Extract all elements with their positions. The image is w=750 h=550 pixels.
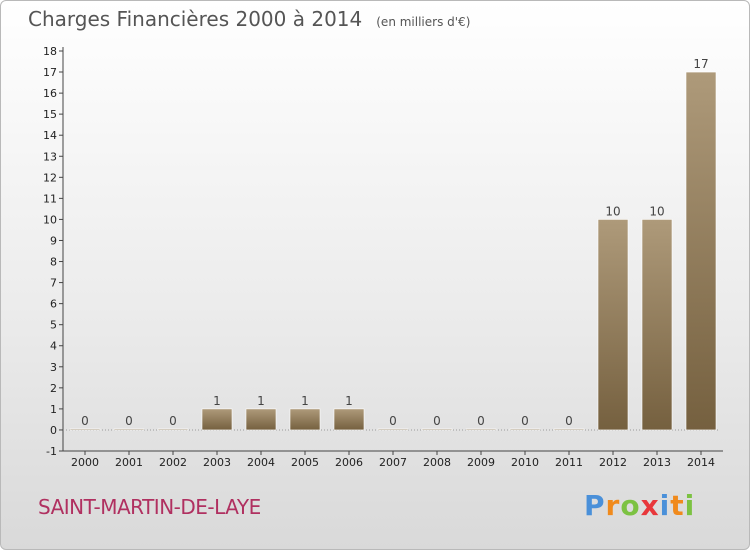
y-tick-label: 4: [50, 340, 57, 353]
bar-2013: [641, 219, 673, 431]
x-axis: 2000 2001 2002 2003 2004 2005 2006 2007 2008 2009…: [63, 429, 723, 469]
bar-2012: [597, 219, 629, 431]
logo-letter: i: [684, 489, 696, 522]
y-tick-label: 15: [43, 108, 57, 121]
data-label-2000: 0: [81, 414, 89, 428]
bar-2008: [421, 428, 453, 431]
data-label-2007: 0: [389, 414, 397, 428]
y-tick-label: 1: [50, 403, 57, 416]
logo-letter: i: [659, 489, 671, 522]
y-tick-label: 8: [50, 256, 57, 269]
bar-2004: [245, 408, 277, 431]
x-tick-label: 2013: [643, 456, 671, 469]
x-tick-label: 2014: [687, 456, 715, 469]
bars: [69, 71, 717, 431]
commune-name: SAINT-MARTIN-DE-LAYE: [38, 495, 261, 519]
y-tick-label: 0: [50, 424, 57, 437]
chart-title: Charges Financières 2000 à 2014 (en milli…: [28, 7, 470, 31]
data-label-2005: 1: [301, 394, 309, 408]
x-tick-label: 2006: [335, 456, 363, 469]
x-tick-label: 2002: [159, 456, 187, 469]
x-tick-label: 2001: [115, 456, 143, 469]
data-label-2012: 10: [605, 204, 620, 218]
data-label-2014: 17: [693, 57, 708, 71]
x-tick-label: 2003: [203, 456, 231, 469]
chart-title-text: Charges Financières 2000 à 2014: [28, 7, 363, 31]
bar-2011: [553, 428, 585, 431]
y-tick-label: 10: [43, 213, 57, 226]
bar-2010: [509, 428, 541, 431]
y-tick-label: 14: [43, 129, 57, 142]
data-label-2011: 0: [565, 414, 573, 428]
data-label-2013: 10: [649, 204, 664, 218]
logo-letter: o: [620, 489, 641, 522]
data-label-2001: 0: [125, 414, 133, 428]
bar-2001: [113, 428, 145, 431]
data-label-2002: 0: [169, 414, 177, 428]
bar-2014: [685, 71, 717, 431]
logo-letter: t: [670, 489, 685, 522]
y-tick-label: 5: [50, 319, 57, 332]
x-tick-label: 2004: [247, 456, 275, 469]
bar-2002: [157, 428, 189, 431]
y-tick-label: 2: [50, 382, 57, 395]
y-tick-label: 3: [50, 361, 57, 374]
proxiti-logo: Proxiti: [584, 489, 695, 522]
data-label-2008: 0: [433, 414, 441, 428]
y-tick-label: 6: [50, 298, 57, 311]
y-tick-label: 7: [50, 277, 57, 290]
y-tick-label: 13: [43, 150, 57, 163]
data-label-2003: 1: [213, 394, 221, 408]
bar-2000: [69, 428, 101, 431]
bar-2007: [377, 428, 409, 431]
x-tick-label: 2009: [467, 456, 495, 469]
y-tick-label: 17: [43, 66, 57, 79]
y-tick-label: -1: [46, 445, 57, 458]
x-tick-label: 2010: [511, 456, 539, 469]
x-tick-label: 2005: [291, 456, 319, 469]
data-label-2009: 0: [477, 414, 485, 428]
data-label-2006: 1: [345, 394, 353, 408]
y-tick-label: 12: [43, 171, 57, 184]
logo-letter: r: [605, 489, 621, 522]
bar-2009: [465, 428, 497, 431]
chart-unit: (en milliers d'€): [376, 15, 471, 29]
y-tick-label: 9: [50, 234, 57, 247]
bar-2005: [289, 408, 321, 431]
x-tick-label: 2000: [71, 456, 99, 469]
logo-letter: P: [584, 489, 606, 522]
data-label-2004: 1: [257, 394, 265, 408]
bar-2003: [201, 408, 233, 431]
x-tick-label: 2007: [379, 456, 407, 469]
bar-2006: [333, 408, 365, 431]
y-tick-label: 11: [43, 192, 57, 205]
x-tick-label: 2011: [555, 456, 583, 469]
y-tick-label: 16: [43, 87, 57, 100]
y-tick-label: 18: [43, 45, 57, 58]
x-tick-label: 2012: [599, 456, 627, 469]
data-label-2010: 0: [521, 414, 529, 428]
x-tick-label: 2008: [423, 456, 451, 469]
logo-letter: x: [640, 489, 660, 522]
